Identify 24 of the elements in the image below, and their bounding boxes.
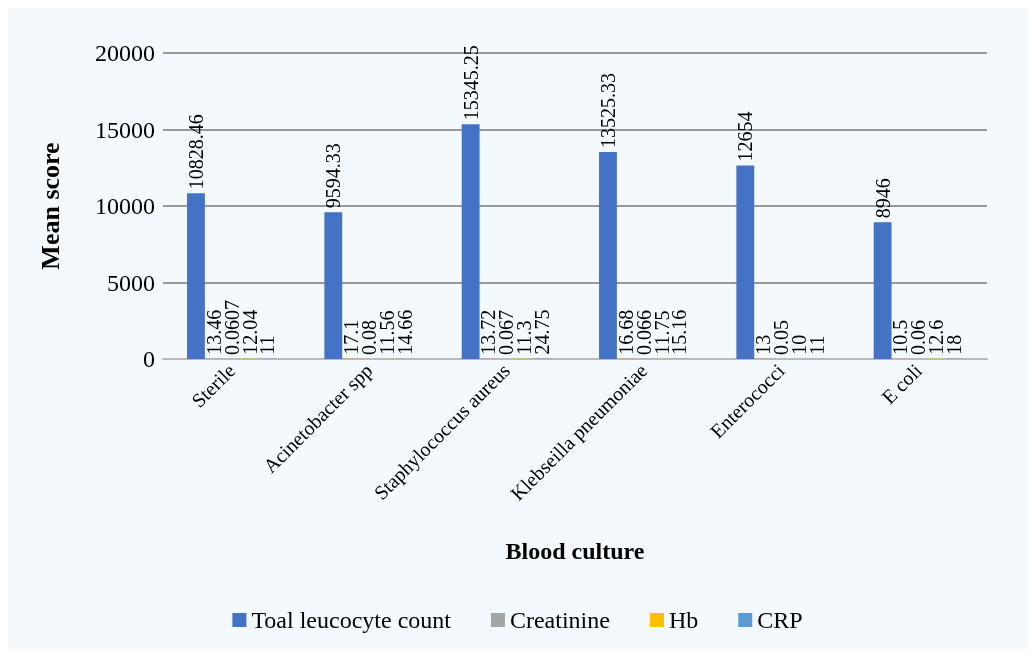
data-label: 12654	[734, 111, 757, 162]
y-tick-label: 10000	[95, 193, 155, 219]
y-tick-label: 0	[143, 346, 155, 372]
x-tick-label: E coli	[877, 358, 927, 409]
legend-label: Hb	[668, 607, 699, 633]
bar	[324, 212, 343, 359]
bar	[736, 165, 755, 359]
bar	[599, 152, 617, 359]
y-axis-title: Mean score	[35, 142, 65, 270]
y-tick-label: 20000	[95, 40, 155, 66]
bar	[187, 193, 205, 359]
bar	[461, 124, 480, 359]
legend-label: Creatinine	[509, 607, 610, 633]
y-tick-label: 5000	[107, 269, 155, 296]
data-label: 8946	[871, 178, 894, 219]
bar	[873, 222, 892, 359]
data-label: 9594.33	[322, 143, 345, 209]
y-tick-label: 15000	[95, 116, 155, 143]
data-label: 15345.25	[459, 45, 482, 121]
data-label: 10828.46	[184, 114, 207, 190]
data-label: 13525.33	[596, 73, 619, 149]
legend-label: CRP	[757, 607, 803, 633]
legend-label: Toal leucocyte count	[251, 607, 452, 633]
x-axis-title: Blood culture	[505, 538, 645, 564]
